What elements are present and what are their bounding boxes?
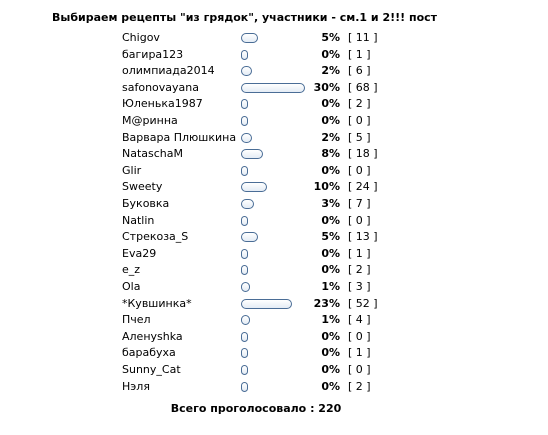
option-name: Пчел [122, 313, 151, 327]
vote-bar [241, 215, 248, 226]
vote-bar [241, 116, 248, 126]
option-name: Ola [122, 280, 141, 293]
option-votes: [ 3 ] [348, 280, 371, 293]
option-votes: [ 2 ] [348, 97, 371, 111]
option-percent: 1% [321, 280, 340, 293]
option-percent: 0% [321, 114, 340, 127]
vote-bar [241, 33, 258, 43]
option-votes: [ 0 ] [348, 114, 371, 127]
option-percent: 2% [321, 64, 340, 78]
option-name: барабуха [122, 346, 176, 360]
option-votes: [ 5 ] [348, 130, 371, 144]
option-name: *Кувшинка* [122, 296, 192, 310]
option-percent: 8% [321, 147, 340, 161]
option-percent: 3% [321, 197, 340, 210]
option-name: safonovayana [122, 80, 199, 94]
vote-bar [241, 66, 252, 77]
poll-total: Всего проголосовало : 220 [170, 402, 342, 415]
vote-bar [241, 265, 248, 276]
option-votes: [ 2 ] [348, 263, 371, 277]
option-votes: [ 7 ] [348, 197, 371, 210]
option-name: M@ринна [122, 114, 178, 127]
option-votes: [ 11 ] [348, 31, 378, 44]
option-name: Chigov [122, 31, 160, 44]
option-percent: 0% [321, 329, 340, 343]
option-votes: [ 1 ] [348, 246, 371, 260]
option-name: Sunny_Cat [122, 363, 181, 376]
option-votes: [ 4 ] [348, 313, 371, 327]
option-name: Буковка [122, 197, 170, 210]
vote-bar [241, 149, 264, 160]
option-votes: [ 68 ] [348, 80, 378, 94]
vote-bar [241, 199, 254, 209]
vote-bar [241, 282, 250, 292]
vote-bar [241, 315, 250, 326]
option-name: Нэля [122, 379, 150, 393]
option-votes: [ 1 ] [348, 47, 371, 61]
vote-bar [241, 82, 305, 93]
option-name: олимпиада2014 [122, 64, 215, 78]
option-votes: [ 0 ] [348, 163, 371, 177]
option-name: Eva29 [122, 246, 157, 260]
option-votes: [ 18 ] [348, 147, 378, 161]
option-votes: [ 0 ] [348, 213, 371, 227]
option-name: e_z [122, 263, 141, 277]
vote-bar [241, 182, 267, 193]
option-name: Варвара Плюшкина [122, 130, 237, 144]
option-percent: 10% [313, 180, 340, 194]
option-votes: [ 2 ] [348, 379, 371, 393]
option-name: NataschaM [122, 147, 184, 161]
option-votes: [ 0 ] [348, 329, 371, 343]
option-name: Аленyshka [122, 329, 183, 343]
option-votes: [ 52 ] [348, 296, 378, 310]
vote-bar [241, 381, 248, 392]
option-votes: [ 6 ] [348, 64, 371, 78]
vote-bar [241, 165, 248, 176]
vote-bar [241, 248, 248, 259]
option-percent: 0% [321, 246, 340, 260]
option-percent: 1% [321, 313, 340, 327]
option-percent: 0% [321, 97, 340, 111]
option-percent: 5% [321, 230, 340, 244]
vote-bar [241, 298, 292, 309]
option-percent: 0% [321, 47, 340, 61]
option-percent: 0% [321, 346, 340, 360]
option-name: Стрекоза_S [122, 230, 189, 244]
vote-bar [241, 132, 252, 143]
vote-bar [241, 49, 248, 60]
option-percent: 2% [321, 130, 340, 144]
vote-bar [241, 99, 248, 110]
option-name: Sweety [122, 180, 163, 194]
option-name: Юленька1987 [122, 97, 203, 111]
option-percent: 0% [321, 263, 340, 277]
option-name: Natlin [122, 213, 155, 227]
vote-bar [241, 232, 258, 243]
vote-bar [241, 331, 248, 342]
option-votes: [ 24 ] [348, 180, 378, 194]
option-votes: [ 1 ] [348, 346, 371, 360]
option-percent: 0% [321, 363, 340, 376]
option-percent: 0% [321, 213, 340, 227]
option-percent: 0% [321, 379, 340, 393]
poll-title: Выбираем рецепты "из грядок", участники … [52, 11, 438, 24]
option-percent: 23% [313, 296, 340, 310]
vote-bar [241, 365, 248, 375]
option-percent: 5% [321, 31, 340, 44]
option-name: багира123 [122, 47, 184, 61]
option-percent: 0% [321, 163, 340, 177]
vote-bar [241, 348, 248, 359]
option-votes: [ 0 ] [348, 363, 371, 376]
option-name: Glir [122, 163, 142, 177]
option-percent: 30% [313, 80, 340, 94]
option-votes: [ 13 ] [348, 230, 378, 244]
